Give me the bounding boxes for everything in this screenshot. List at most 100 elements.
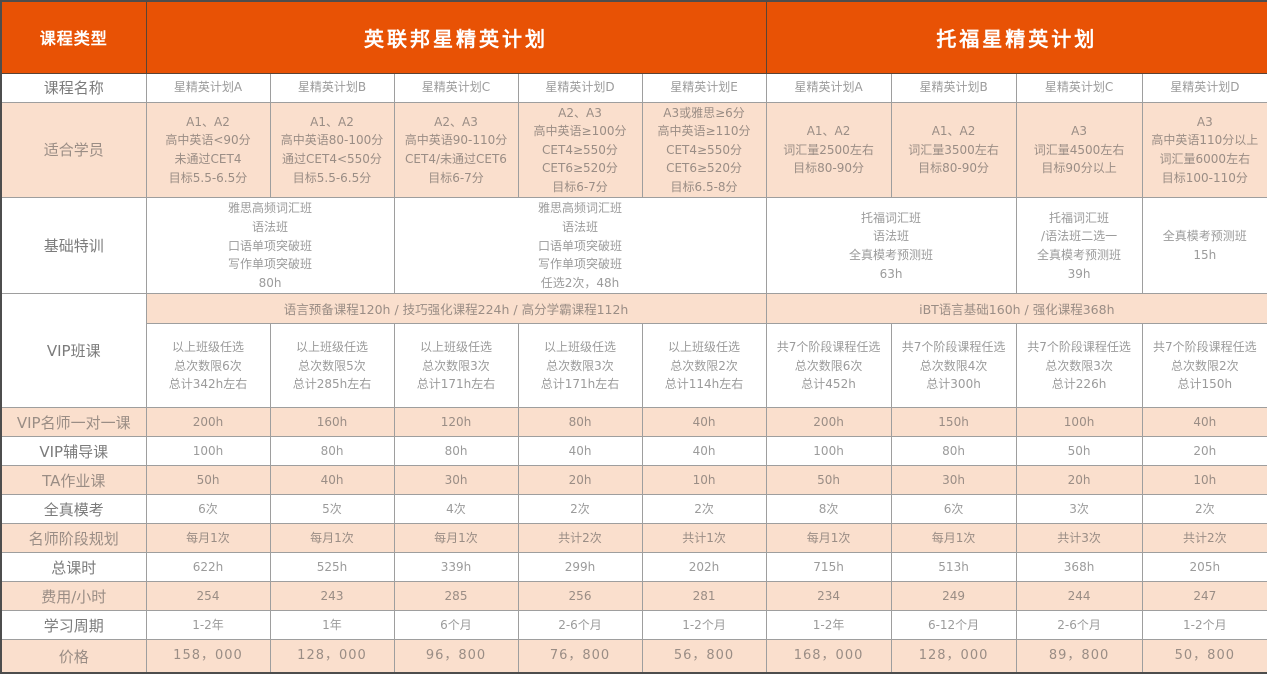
row-label-vip-one-on-one: VIP名师一对一课 — [0, 407, 147, 438]
stat-cell: 202h — [641, 552, 767, 583]
vip-class-cell: 共7个阶段课程任选 总次数限3次 总计226h — [1015, 323, 1143, 409]
row-ta-homework: TA作业课 50h 40h 30h 20h 10h 50h 30h 20h 10… — [0, 465, 1267, 496]
suitable-students-row: 适合学员 A1、A2 高中英语<90分 未通过CET4 目标5.5-6.5分 A… — [0, 101, 1267, 199]
stat-cell: 1-2个月 — [641, 610, 767, 641]
row-study-period: 学习周期 1-2年 1年 6个月 2-6个月 1-2个月 1-2年 6-12个月… — [0, 610, 1267, 641]
stat-cell: 10h — [1141, 465, 1267, 496]
stat-cell: 285 — [393, 581, 519, 612]
stat-cell: 6次 — [890, 494, 1017, 525]
stat-cell: 每月1次 — [393, 523, 519, 554]
stat-cell: 共计3次 — [1015, 523, 1143, 554]
row-vip-one-on-one: VIP名师一对一课 200h 160h 120h 80h 40h 200h 15… — [0, 407, 1267, 438]
stat-cell: 339h — [393, 552, 519, 583]
stat-cell: 30h — [393, 465, 519, 496]
stat-cell: 2次 — [1141, 494, 1267, 525]
stat-cell: 共计2次 — [1141, 523, 1267, 554]
price-cell: 96，800 — [393, 639, 519, 674]
row-label-price: 价格 — [0, 639, 147, 674]
stat-cell: 20h — [1141, 436, 1267, 467]
vip-class-cell: 以上班级任选 总次数限2次 总计114h左右 — [641, 323, 767, 409]
stat-cell: 1年 — [269, 610, 395, 641]
stat-cell: 2次 — [517, 494, 643, 525]
stat-cell: 2-6个月 — [517, 610, 643, 641]
stat-cell: 1-2年 — [765, 610, 892, 641]
header-row: 课程类型 英联邦星精英计划 托福星精英计划 — [0, 0, 1267, 74]
row-label-vip-tutoring: VIP辅导课 — [0, 436, 147, 467]
row-label-vip-class: VIP班课 — [0, 293, 147, 409]
stat-cell: 234 — [765, 581, 892, 612]
row-label-cost-per-hour: 费用/小时 — [0, 581, 147, 612]
row-cost-per-hour: 费用/小时 254 243 285 256 281 234 249 244 24… — [0, 581, 1267, 612]
course-name-cell: 星精英计划E — [641, 72, 767, 103]
vip-class-detail-row: 以上班级任选 总次数限6次 总计342h左右 以上班级任选 总次数限5次 总计2… — [1, 323, 1267, 409]
stat-cell: 100h — [765, 436, 892, 467]
stat-cell: 622h — [145, 552, 271, 583]
row-label-study-period: 学习周期 — [0, 610, 147, 641]
vip-class-cell: 共7个阶段课程任选 总次数限6次 总计452h — [765, 323, 892, 409]
stat-cell: 6个月 — [393, 610, 519, 641]
vip-class-band-row: VIP班课 语言预备课程120h / 技巧强化课程224h / 高分学霸课程11… — [0, 293, 1267, 409]
stat-cell: 243 — [269, 581, 395, 612]
stat-cell: 281 — [641, 581, 767, 612]
stat-cell: 80h — [890, 436, 1017, 467]
price-cell: 128，000 — [269, 639, 395, 674]
group-header-commonwealth: 英联邦星精英计划 — [145, 0, 767, 74]
stat-cell: 30h — [890, 465, 1017, 496]
suitable-cell: A1、A2 高中英语<90分 未通过CET4 目标5.5-6.5分 — [145, 101, 271, 199]
stat-cell: 525h — [269, 552, 395, 583]
row-mock-exam: 全真模考 6次 5次 4次 2次 2次 8次 6次 3次 2次 — [0, 494, 1267, 525]
row-total-hours: 总课时 622h 525h 339h 299h 202h 715h 513h 3… — [0, 552, 1267, 583]
stat-cell: 2次 — [641, 494, 767, 525]
stat-cell: 共计1次 — [641, 523, 767, 554]
stat-cell: 50h — [765, 465, 892, 496]
stat-cell: 80h — [517, 407, 643, 438]
stat-cell: 10h — [641, 465, 767, 496]
basic-training-cell: 雅思高频词汇班 语法班 口语单项突破班 写作单项突破班 80h — [145, 197, 395, 295]
suitable-cell: A2、A3 高中英语≥100分 CET4≥550分 CET6≥520分 目标6-… — [517, 101, 643, 199]
course-name-cell: 星精英计划D — [517, 72, 643, 103]
vip-class-cell: 共7个阶段课程任选 总次数限4次 总计300h — [890, 323, 1017, 409]
course-name-cell: 星精英计划A — [145, 72, 271, 103]
row-vip-tutoring: VIP辅导课 100h 80h 80h 40h 40h 100h 80h 50h… — [0, 436, 1267, 467]
stat-cell: 80h — [393, 436, 519, 467]
vip-band-toefl: iBT语言基础160h / 强化课程368h — [765, 293, 1267, 325]
stat-cell: 每月1次 — [765, 523, 892, 554]
course-name-cell: 星精英计划C — [1015, 72, 1143, 103]
group-header-toefl: 托福星精英计划 — [765, 0, 1267, 74]
row-label-course-name: 课程名称 — [0, 72, 147, 103]
price-cell: 158，000 — [145, 639, 271, 674]
course-name-cell: 星精英计划B — [890, 72, 1017, 103]
course-name-cell: 星精英计划D — [1141, 72, 1267, 103]
stat-cell: 200h — [145, 407, 271, 438]
stat-cell: 100h — [145, 436, 271, 467]
basic-training-row: 基础特训 雅思高频词汇班 语法班 口语单项突破班 写作单项突破班 80h 雅思高… — [0, 197, 1267, 295]
stat-cell: 50h — [145, 465, 271, 496]
suitable-cell: A2、A3 高中英语90-110分 CET4/未通过CET6 目标6-7分 — [393, 101, 519, 199]
vip-band-commonwealth: 语言预备课程120h / 技巧强化课程224h / 高分学霸课程112h — [145, 293, 767, 325]
stat-cell: 3次 — [1015, 494, 1143, 525]
suitable-cell: A3或雅思≥6分 高中英语≥110分 CET4≥550分 CET6≥520分 目… — [641, 101, 767, 199]
row-stage-planning: 名师阶段规划 每月1次 每月1次 每月1次 共计2次 共计1次 每月1次 每月1… — [0, 523, 1267, 554]
stat-cell: 100h — [1015, 407, 1143, 438]
stat-cell: 8次 — [765, 494, 892, 525]
stat-cell: 2-6个月 — [1015, 610, 1143, 641]
stat-cell: 50h — [1015, 436, 1143, 467]
stat-cell: 715h — [765, 552, 892, 583]
stat-cell: 共计2次 — [517, 523, 643, 554]
stat-cell: 200h — [765, 407, 892, 438]
stat-cell: 368h — [1015, 552, 1143, 583]
stat-cell: 160h — [269, 407, 395, 438]
stat-cell: 1-2个月 — [1141, 610, 1267, 641]
stat-cell: 299h — [517, 552, 643, 583]
course-name-cell: 星精英计划A — [765, 72, 892, 103]
stat-cell: 256 — [517, 581, 643, 612]
row-label-mock-exam: 全真模考 — [0, 494, 147, 525]
course-name-cell: 星精英计划C — [393, 72, 519, 103]
vip-class-cell: 以上班级任选 总次数限3次 总计171h左右 — [393, 323, 519, 409]
suitable-cell: A1、A2 词汇量3500左右 目标80-90分 — [890, 101, 1017, 199]
suitable-cell: A3 高中英语110分以上 词汇量6000左右 目标100-110分 — [1141, 101, 1267, 199]
stat-cell: 40h — [269, 465, 395, 496]
stat-cell: 4次 — [393, 494, 519, 525]
vip-class-cell: 以上班级任选 总次数限5次 总计285h左右 — [269, 323, 395, 409]
